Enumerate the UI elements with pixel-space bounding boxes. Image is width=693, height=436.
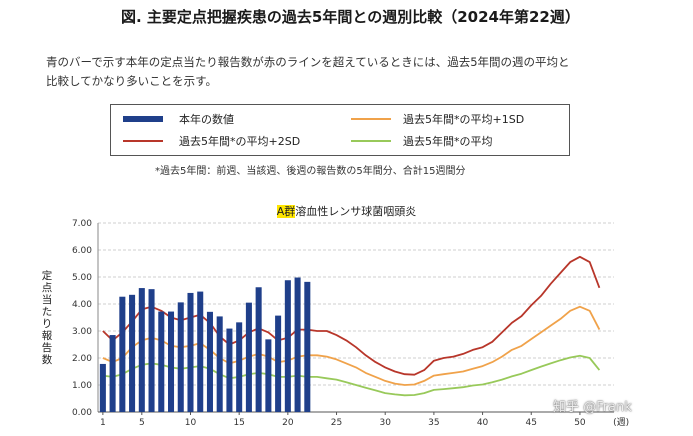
bar-week-18 bbox=[265, 339, 272, 412]
bar-week-20 bbox=[284, 280, 291, 412]
x-tick-label: 40 bbox=[477, 418, 489, 428]
chart-title-highlight: A群 bbox=[276, 205, 296, 218]
plus1sd-line bbox=[102, 305, 601, 386]
legend-swatch-plus2sd bbox=[123, 140, 163, 142]
x-tick-label: 5 bbox=[139, 418, 145, 428]
y-tick-label: 2.00 bbox=[72, 354, 92, 364]
plus2sd-line bbox=[102, 255, 601, 376]
bar-week-9 bbox=[177, 302, 184, 412]
bar-week-16 bbox=[245, 302, 252, 412]
chart-legend: 本年の数値 過去5年間*の平均+1SD 過去5年間*の平均+2SD 過去5年間*… bbox=[110, 104, 570, 156]
bar-week-11 bbox=[197, 291, 204, 412]
bar-week-14 bbox=[226, 328, 233, 412]
bar-week-1 bbox=[99, 363, 106, 412]
legend-swatch-this-year bbox=[123, 116, 163, 122]
x-tick-label: 45 bbox=[526, 418, 537, 428]
x-tick-label: 15 bbox=[233, 418, 244, 428]
bar-week-15 bbox=[236, 322, 243, 412]
bar-week-4 bbox=[129, 294, 136, 412]
y-tick-label: 3.00 bbox=[72, 327, 92, 337]
bar-week-13 bbox=[216, 316, 223, 412]
y-axis-label: 定点当たり報告数 bbox=[41, 270, 53, 366]
x-tick-label: 20 bbox=[282, 418, 294, 428]
y-tick-label: 7.00 bbox=[72, 219, 92, 229]
legend-label-plus1sd: 過去5年間*の平均+1SD bbox=[403, 113, 525, 126]
legend-swatch-mean bbox=[351, 140, 391, 142]
y-tick-label: 0.00 bbox=[72, 408, 92, 418]
description-line-2: 比較してかなり多いことを示す。 bbox=[46, 74, 218, 88]
x-tick-label: 50 bbox=[574, 418, 586, 428]
legend-swatch-plus1sd bbox=[351, 118, 391, 120]
chart-title-rest: 溶血性レンサ球菌咽頭炎 bbox=[295, 205, 417, 218]
y-tick-label: 1.00 bbox=[72, 381, 92, 391]
x-axis-unit: (週) bbox=[613, 417, 629, 428]
footnote: *過去5年間：前週、当該週、後週の報告数の5年間分、合計15週間分 bbox=[155, 166, 466, 177]
watermark: 知乎 @Frank bbox=[553, 400, 632, 415]
bar-week-17 bbox=[255, 287, 262, 412]
y-tick-label: 6.00 bbox=[72, 246, 92, 256]
bar-week-7 bbox=[158, 311, 165, 412]
bar-week-2 bbox=[109, 335, 116, 412]
bar-week-5 bbox=[138, 288, 145, 412]
chart-title: A群溶血性レンサ球菌咽頭炎 bbox=[0, 203, 693, 219]
x-tick-label: 1 bbox=[100, 418, 106, 428]
bar-week-8 bbox=[168, 311, 175, 412]
bar-week-3 bbox=[119, 296, 126, 412]
legend-label-mean: 過去5年間*の平均 bbox=[403, 135, 493, 148]
page-title: 図. 主要定点把握疾患の過去5年間との週別比較（2024年第22週） bbox=[121, 8, 580, 26]
description-line-1: 青のバーで示す本年の定点当たり報告数が赤のラインを超えているときには、過去5年間… bbox=[46, 55, 570, 69]
bar-week-6 bbox=[148, 289, 155, 412]
bar-week-10 bbox=[187, 292, 194, 412]
mean-line bbox=[102, 354, 601, 397]
x-tick-label: 30 bbox=[379, 418, 391, 428]
legend-label-this-year: 本年の数値 bbox=[179, 113, 234, 126]
x-tick-label: 35 bbox=[428, 418, 439, 428]
y-tick-label: 4.00 bbox=[72, 300, 92, 310]
x-tick-label: 25 bbox=[331, 418, 342, 428]
x-tick-label: 10 bbox=[185, 418, 197, 428]
bar-week-12 bbox=[206, 311, 213, 412]
bar-week-22 bbox=[304, 281, 311, 412]
y-tick-label: 5.00 bbox=[72, 273, 92, 283]
bar-week-19 bbox=[275, 315, 282, 412]
bar-week-21 bbox=[294, 277, 301, 412]
legend-label-plus2sd: 過去5年間*の平均+2SD bbox=[179, 135, 301, 148]
